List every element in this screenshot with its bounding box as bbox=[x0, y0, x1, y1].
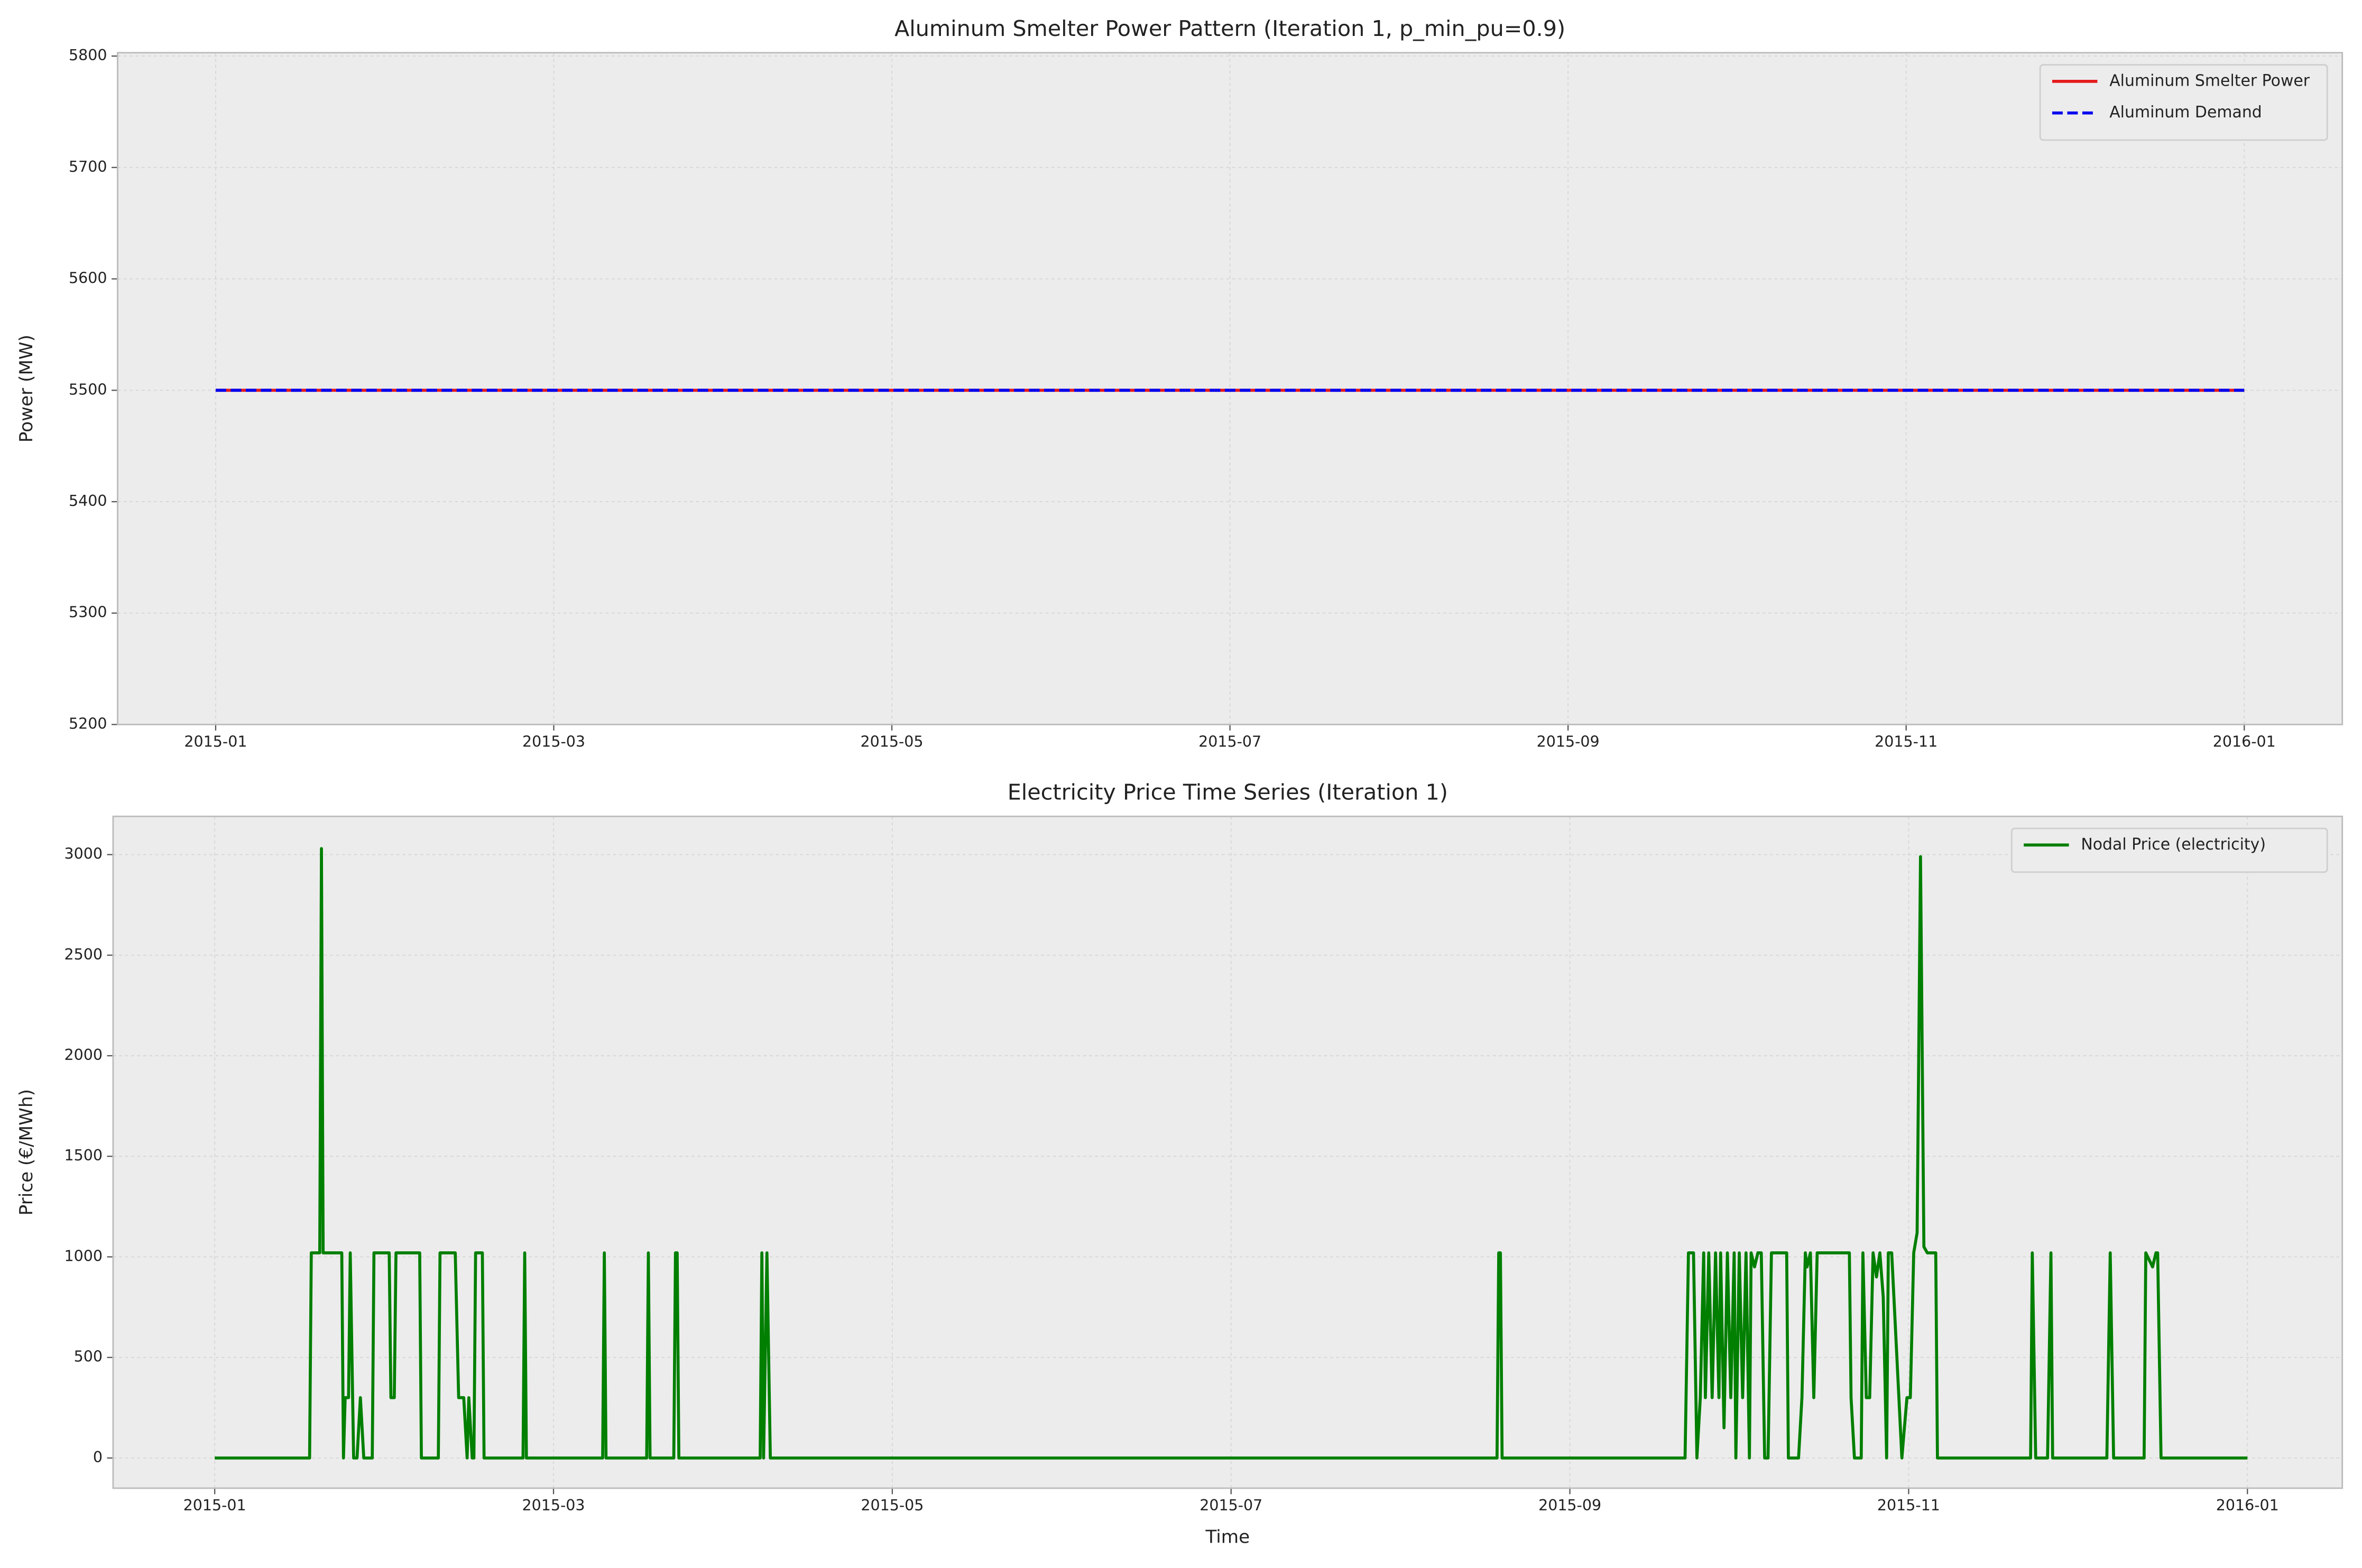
y-tick-label: 5200 bbox=[69, 715, 107, 732]
subplot: 5200 5300 5400 5500 5600 5700 5800 2015-01 2015-… bbox=[16, 16, 2343, 751]
y-tick-label: 5700 bbox=[69, 158, 107, 176]
y-tick-label: 5300 bbox=[69, 604, 107, 621]
plot-frame bbox=[117, 52, 2343, 725]
x-tick-label: 2015-05 bbox=[861, 1497, 924, 1514]
y-tick-label: 5500 bbox=[69, 381, 107, 398]
x-tick-label: 2016-01 bbox=[2213, 733, 2276, 751]
y-axis-label: Power (MW) bbox=[16, 335, 37, 442]
y-axis-label: Price (€/MWh) bbox=[16, 1089, 37, 1215]
y-tick-label: 0 bbox=[93, 1449, 103, 1466]
y-tick-label: 1500 bbox=[64, 1147, 103, 1164]
legend-box bbox=[2039, 64, 2328, 141]
y-tick-label: 500 bbox=[74, 1348, 103, 1366]
plot-area bbox=[117, 52, 2342, 725]
plot-frame bbox=[112, 815, 2343, 1489]
x-tick-label: 2015-07 bbox=[1200, 1497, 1262, 1514]
chart-title: Aluminum Smelter Power Pattern (Iteratio… bbox=[894, 16, 1565, 41]
x-tick-label: 2015-09 bbox=[1537, 733, 1600, 751]
x-tick-label: 2015-03 bbox=[522, 733, 585, 751]
legend-label: Aluminum Smelter Power bbox=[2109, 71, 2310, 90]
y-tick-label: 2000 bbox=[64, 1046, 103, 1064]
x-tick-label: 2015-01 bbox=[183, 1497, 246, 1514]
x-tick-label: 2015-01 bbox=[184, 733, 247, 751]
y-tick-label: 2500 bbox=[64, 946, 103, 963]
x-tick-label: 2015-11 bbox=[1877, 1497, 1940, 1514]
data-line bbox=[215, 847, 2248, 1460]
plot-area bbox=[113, 816, 2342, 1488]
subplot: 0 500 1000 1500 2000 2500 3000 2015-01 2015-03 20… bbox=[16, 780, 2343, 1548]
chart-title: Electricity Price Time Series (Iteration… bbox=[1008, 780, 1448, 805]
legend-label: Aluminum Demand bbox=[2109, 103, 2262, 122]
x-tick-label: 2016-01 bbox=[2216, 1497, 2279, 1514]
y-tick-label: 5800 bbox=[69, 47, 107, 64]
x-axis-label: Time bbox=[1205, 1527, 1250, 1548]
y-tick-label: 1000 bbox=[64, 1247, 103, 1265]
x-tick-label: 2015-09 bbox=[1538, 1497, 1601, 1514]
legend-box bbox=[2010, 827, 2328, 873]
x-tick-label: 2015-05 bbox=[861, 733, 924, 751]
x-tick-label: 2015-11 bbox=[1875, 733, 1937, 751]
x-tick-label: 2015-07 bbox=[1198, 733, 1261, 751]
y-tick-label: 5400 bbox=[69, 492, 107, 510]
x-tick-label: 2015-03 bbox=[522, 1497, 585, 1514]
y-tick-label: 3000 bbox=[64, 845, 103, 863]
y-tick-label: 5600 bbox=[69, 270, 107, 287]
legend-label: Nodal Price (electricity) bbox=[2081, 835, 2266, 854]
